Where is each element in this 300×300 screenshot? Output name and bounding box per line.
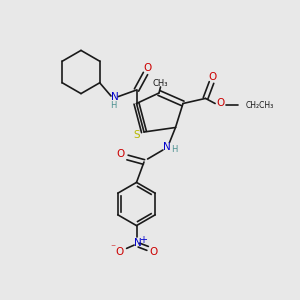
Text: N: N	[134, 238, 141, 248]
Text: CH₂CH₃: CH₂CH₃	[246, 100, 274, 109]
Text: H: H	[110, 100, 117, 109]
Text: CH₃: CH₃	[153, 79, 168, 88]
Text: O: O	[115, 247, 124, 257]
Text: O: O	[216, 98, 225, 109]
Text: ⁻: ⁻	[110, 244, 115, 254]
Text: O: O	[149, 247, 158, 257]
Text: N: N	[163, 142, 170, 152]
Text: N: N	[111, 92, 119, 102]
Text: O: O	[144, 63, 152, 73]
Text: S: S	[133, 130, 140, 140]
Text: O: O	[117, 149, 125, 159]
Text: O: O	[208, 71, 216, 82]
Text: H: H	[171, 146, 177, 154]
Text: +: +	[139, 235, 147, 245]
